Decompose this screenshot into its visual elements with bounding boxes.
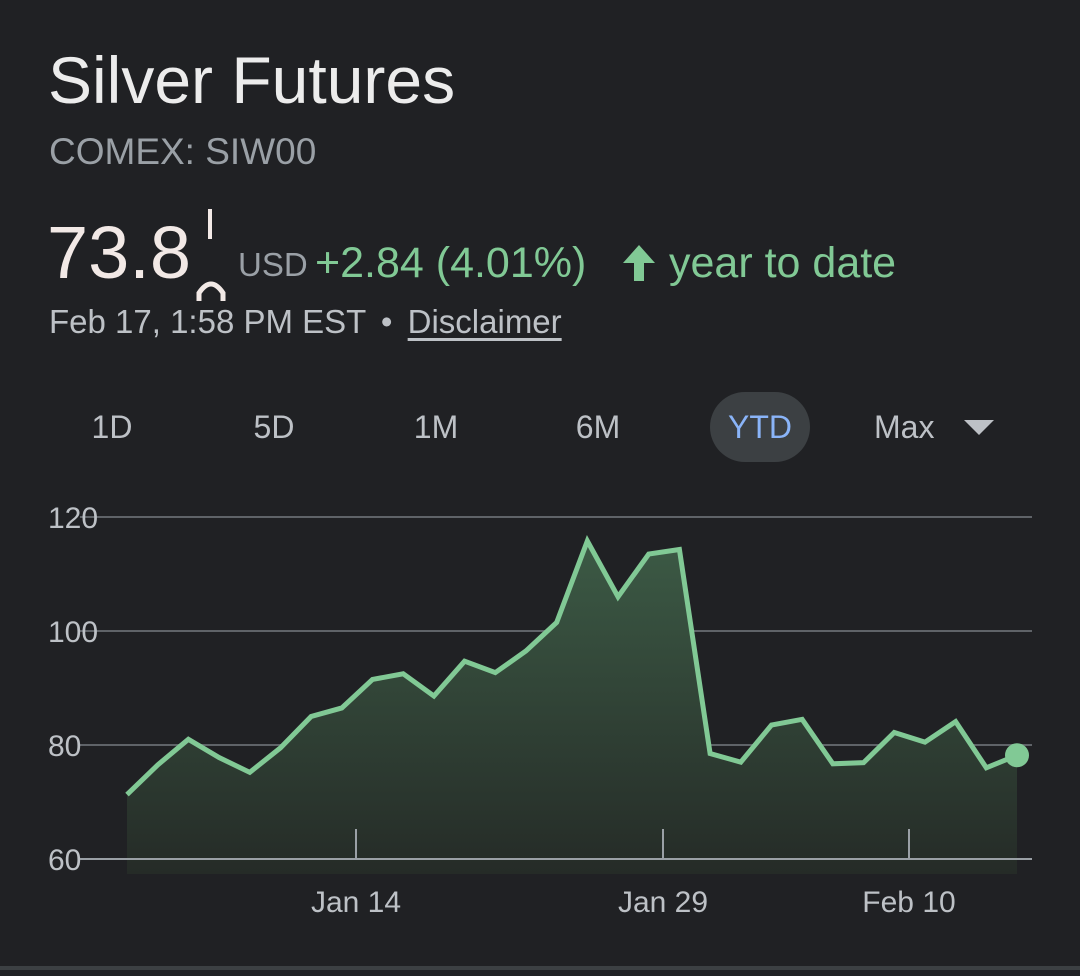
- currency-label: USD: [238, 246, 308, 283]
- price-change: +2.84 (4.01%): [315, 239, 587, 287]
- y-tick-label-80: 80: [48, 730, 81, 763]
- ticker-symbol: COMEX: SIW00: [49, 131, 317, 172]
- x-tick-label-0: Jan 14: [311, 886, 401, 919]
- range-tab-5d[interactable]: 5D: [253, 409, 295, 445]
- x-tick-label-2: Feb 10: [862, 886, 955, 919]
- range-tab-ytd[interactable]: YTD: [710, 392, 810, 462]
- x-tick-label-1: Jan 29: [618, 886, 708, 919]
- range-dropdown-max[interactable]: Max: [860, 392, 1024, 462]
- y-tick-label-100: 100: [48, 616, 98, 649]
- y-tick-label-60: 60: [48, 844, 81, 877]
- quote-metadata: Feb 17, 1:58 PM EST • Disclaimer: [49, 302, 562, 342]
- quote-timestamp: Feb 17, 1:58 PM EST: [49, 303, 366, 340]
- page-title: Silver Futures: [48, 43, 456, 117]
- dropdown-arrow-icon: [964, 420, 995, 436]
- partially-rendered-digit: [196, 209, 226, 301]
- y-tick-label-120: 120: [48, 502, 98, 535]
- range-tab-1m[interactable]: 1M: [413, 409, 459, 445]
- separator-dot: •: [380, 303, 393, 340]
- bottom-divider: [0, 966, 1080, 970]
- latest-price-marker: [1005, 743, 1029, 768]
- range-tab-max-label: Max: [874, 409, 935, 445]
- quote-summary: 73.8 USD +2.84 (4.01%) year to date: [47, 205, 1047, 305]
- price-chart[interactable]: 120 100 80 60 Jan 14 Jan 29 Feb 10: [0, 490, 1080, 930]
- price-area-fill: [127, 540, 1017, 874]
- current-price: 73.8: [47, 211, 192, 294]
- price-line: [125, 534, 1018, 797]
- disclaimer-link[interactable]: Disclaimer: [407, 303, 562, 340]
- range-tab-6m[interactable]: 6M: [575, 409, 621, 445]
- change-period: year to date: [669, 239, 897, 287]
- range-tab-1d[interactable]: 1D: [91, 409, 133, 445]
- arrow-up-icon: [623, 245, 655, 281]
